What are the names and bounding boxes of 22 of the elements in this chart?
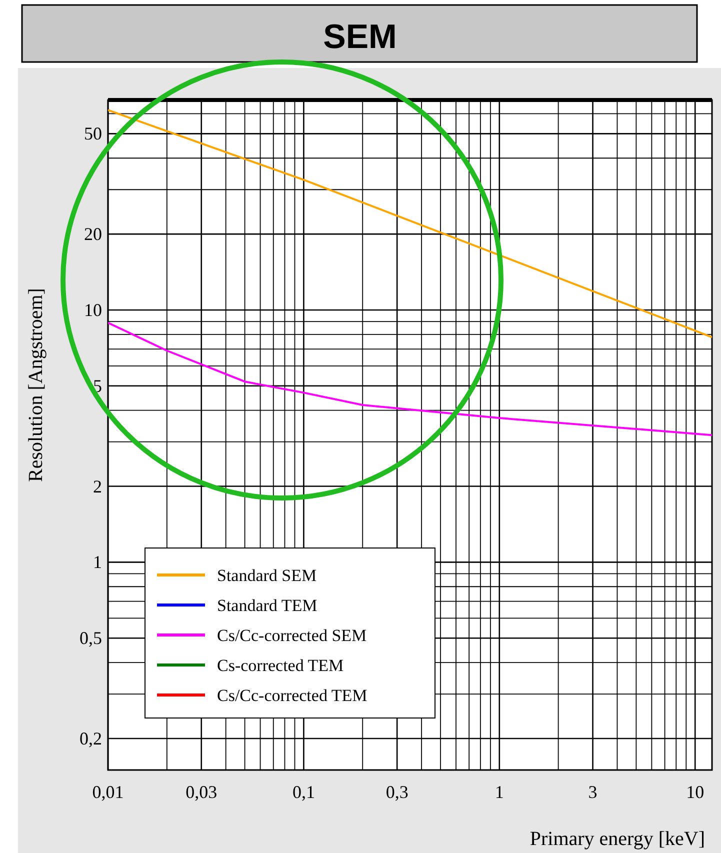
- x-axis-title: Primary energy [keV]: [530, 828, 705, 850]
- y-axis-title: Resolution [Angstroem]: [25, 288, 47, 482]
- y-tick-label: 2: [93, 476, 102, 496]
- y-tick-label: 0,2: [80, 728, 102, 748]
- x-tick-label: 0,01: [92, 782, 124, 802]
- y-tick-label: 50: [84, 124, 102, 144]
- legend-label: Standard SEM: [217, 566, 317, 585]
- x-tick-label: 0,3: [386, 782, 408, 802]
- x-tick-label: 10: [686, 782, 704, 802]
- y-tick-label: 0,5: [80, 628, 102, 648]
- legend-label: Standard TEM: [217, 596, 318, 615]
- x-tick-label: 0,1: [292, 782, 315, 802]
- x-tick-label: 1: [494, 782, 504, 802]
- y-tick-label: 20: [84, 224, 102, 244]
- chart-title: SEM: [323, 18, 397, 56]
- y-tick-label: 10: [84, 300, 102, 320]
- legend-label: Cs/Cc-corrected TEM: [217, 686, 368, 705]
- legend-label: Cs-corrected TEM: [217, 656, 344, 675]
- legend-label: Cs/Cc-corrected SEM: [217, 626, 367, 645]
- y-tick-label: 1: [93, 552, 102, 572]
- x-tick-label: 3: [588, 782, 598, 802]
- x-tick-label: 0,03: [186, 782, 218, 802]
